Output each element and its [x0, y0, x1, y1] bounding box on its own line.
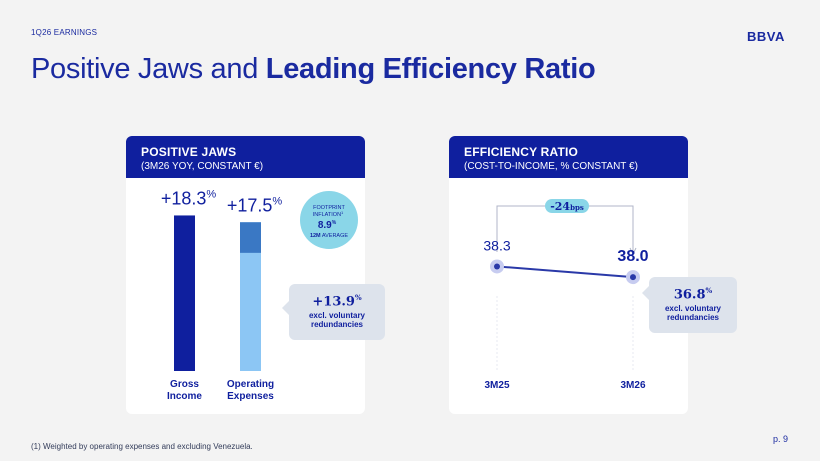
positive-jaws-subtitle: (3M26 YOY, CONSTANT €)	[141, 161, 264, 172]
ratio-callout-suffix: %	[705, 286, 713, 295]
page-title-bold: Leading Efficiency Ratio	[265, 53, 596, 85]
x-label-3m26: 3M26	[620, 380, 645, 391]
opex-callout-line-1: excl. voluntary	[308, 311, 366, 321]
positive-jaws-title: POSITIVE JAWS	[141, 145, 237, 159]
page-title-regular: Positive Jaws	[31, 53, 203, 85]
category-label-0-0: Gross	[170, 379, 199, 390]
point-3m26	[630, 274, 636, 281]
ratio-callout-value-wrap: 36.8%	[649, 286, 737, 302]
data-label-1: +17.5%	[227, 195, 283, 215]
change-arrowhead	[629, 247, 637, 256]
bar-operating-expenses	[240, 222, 261, 371]
category-label-0-1: Income	[167, 391, 202, 402]
ratio-callout-line-2: redundancies	[666, 313, 719, 323]
bar-opex-redundancies-segment	[240, 222, 261, 253]
category-label-1-0: Operating	[227, 379, 274, 390]
positive-jaws-header: POSITIVE JAWS (3M26 YOY, CONSTANT €)	[126, 136, 365, 178]
bar-gross-income	[174, 215, 195, 371]
efficiency-ratio-card: EFFICIENCY RATIO (COST-TO-INCOME, % CONS…	[449, 136, 688, 414]
point-3m25	[494, 263, 500, 270]
opex-callout-value: +13.9	[312, 294, 355, 310]
efficiency-ratio-subtitle: (COST-TO-INCOME, % CONSTANT €)	[464, 161, 638, 172]
ratio-callout-line-1: excl. voluntary	[664, 304, 722, 314]
category-label-1-1: Expenses	[227, 391, 274, 402]
efficiency-ratio-title: EFFICIENCY RATIO	[464, 145, 579, 159]
footnote: (1) Weighted by operating expenses and e…	[31, 442, 253, 451]
bubble-line-1: FOOTPRINT	[313, 205, 345, 211]
value-label-3m25: 38.3	[483, 237, 510, 253]
bubble-line-3: 12M AVERAGE	[310, 233, 348, 239]
positive-jaws-card: POSITIVE JAWS (3M26 YOY, CONSTANT €) +18…	[126, 136, 365, 414]
ratio-callout-pointer-overlay	[642, 286, 649, 300]
ratio-callout-overlay: 36.8% excl. voluntary redundancies	[649, 277, 737, 333]
change-pill	[545, 199, 589, 213]
opex-callout-pointer	[282, 301, 289, 315]
opex-callout-line-2: redundancies	[310, 320, 363, 330]
bubble-line-2: INFLATION1	[313, 210, 344, 218]
value-label-3m26: 38.0	[617, 248, 648, 265]
efficiency-ratio-header: EFFICIENCY RATIO (COST-TO-INCOME, % CONS…	[449, 136, 688, 178]
data-label-0: +18.3%	[161, 188, 217, 208]
page-number: p. 9	[773, 434, 789, 444]
opex-callout-value-wrap: +13.9%	[289, 293, 385, 309]
change-label: -24bps	[550, 200, 584, 213]
page-title: Positive Jaws and Leading Efficiency Rat…	[31, 53, 596, 86]
bbva-logo: BBVA	[747, 29, 785, 44]
footprint-inflation-bubble	[300, 191, 358, 249]
bubble-value: 8.9%	[318, 220, 337, 231]
efficiency-line-chart: -24bps 38.3 3M25 38.0 3M26	[483, 199, 649, 391]
opex-callout-overlay: +13.9% excl. voluntary redundancies	[289, 284, 385, 340]
section-label: 1Q26 EARNINGS	[31, 28, 98, 37]
x-label-3m25: 3M25	[484, 380, 509, 391]
opex-callout-suffix: %	[354, 293, 362, 302]
ratio-callout-value: 36.8	[673, 287, 706, 303]
ratio-series-line	[496, 265, 634, 279]
page-title-connector: and	[202, 53, 266, 85]
